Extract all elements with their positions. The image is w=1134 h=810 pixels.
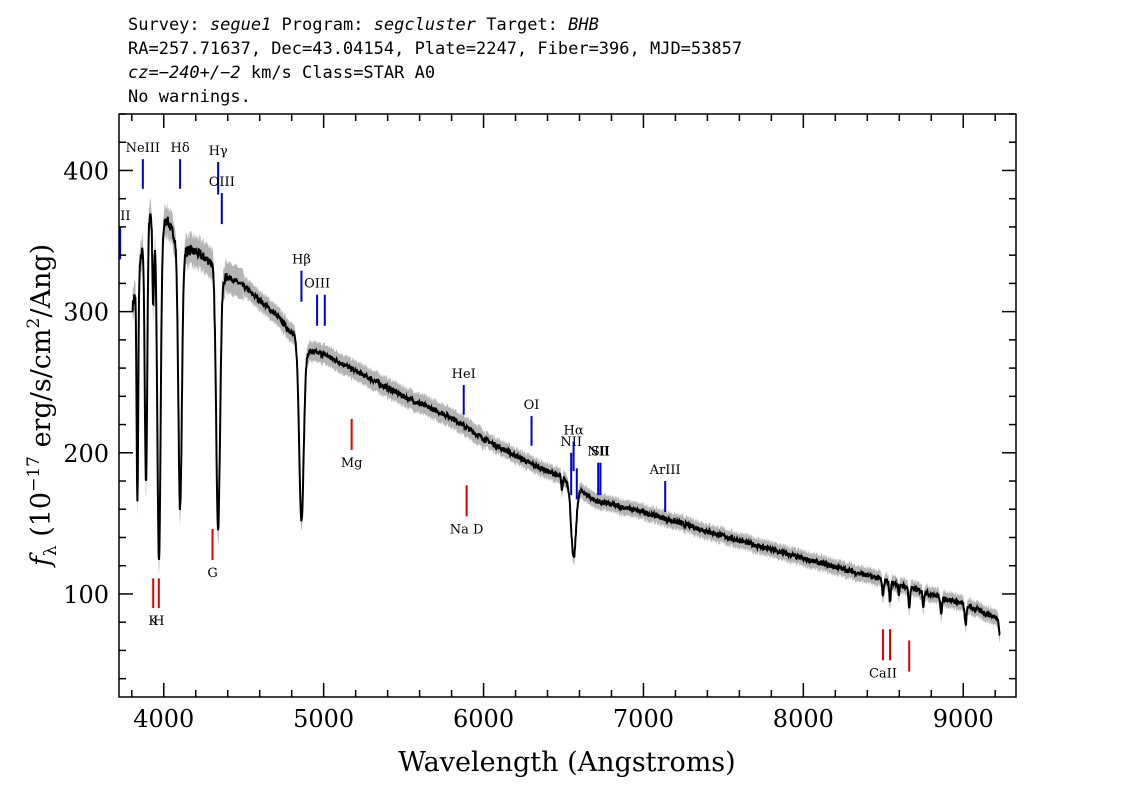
target-value: BHB	[568, 15, 599, 35]
line-label-k: K	[148, 614, 158, 629]
survey-value: segue1	[209, 15, 272, 35]
line-label-h-: Hδ	[170, 141, 189, 156]
header-line-2: RA=257.71637, Dec=43.04154, Plate=2247, …	[128, 39, 743, 59]
plot-frame	[118, 113, 1017, 698]
line-label-na-d: Na D	[450, 522, 484, 537]
x-tick-label: 7000	[613, 705, 674, 733]
target-label: Target:	[476, 15, 569, 35]
program-value: segcluster	[373, 15, 477, 35]
y-tick-label: 300	[63, 299, 109, 327]
svg-text:fλ (10−17 erg/s/cm2/Ang): fλ (10−17 erg/s/cm2/Ang)	[24, 244, 61, 568]
line-label-hei: HeI	[452, 367, 476, 382]
x-tick-label: 5000	[293, 705, 354, 733]
line-label-oii: OII	[110, 209, 131, 224]
spectrum-line	[131, 213, 1001, 636]
x-tick-label: 9000	[933, 705, 994, 733]
x-tick-label: 4000	[133, 705, 194, 733]
line-label-oiii: OIII	[209, 175, 235, 190]
class-text: km/s Class=STAR A0	[240, 63, 436, 83]
line-label-sii: SII	[591, 445, 610, 460]
x-axis-title: Wavelength (Angstroms)	[398, 747, 735, 778]
line-label-oi: OI	[524, 398, 540, 413]
line-label-ariii: ArIII	[649, 463, 681, 478]
survey-label: Survey:	[128, 15, 210, 35]
line-label-h: H	[153, 614, 164, 629]
line-label-h-: Hγ	[209, 144, 228, 159]
line-label-mg: Mg	[341, 456, 363, 471]
header-line-3: cz=−240+/−2 km/s Class=STAR A0	[128, 62, 435, 84]
line-label-h-: Hβ	[292, 253, 311, 268]
x-tick-label: 6000	[453, 705, 514, 733]
y-tick-label: 400	[63, 157, 109, 185]
y-tick-label: 200	[63, 440, 109, 468]
header-line-4: No warnings.	[128, 87, 251, 107]
cz-value: −240+/−2	[158, 63, 241, 83]
line-label-oiii: OIII	[304, 277, 330, 292]
program-label: Program:	[271, 15, 374, 35]
y-tick-label: 100	[63, 581, 109, 609]
x-tick-label: 8000	[773, 705, 834, 733]
cz-label: cz=	[128, 63, 159, 83]
line-label-nii: NII	[587, 445, 609, 460]
line-label-nii: NII	[560, 435, 582, 450]
line-label-h-: Hα	[564, 423, 584, 438]
y-axis-title: fλ (10−17 erg/s/cm2/Ang)	[24, 244, 61, 568]
header-line-1: Survey: segue1 Program: segcluster Targe…	[128, 14, 599, 36]
line-label-caii: CaII	[869, 666, 897, 681]
line-label-neiii: NeIII	[126, 141, 160, 156]
line-label-g: G	[207, 566, 217, 581]
